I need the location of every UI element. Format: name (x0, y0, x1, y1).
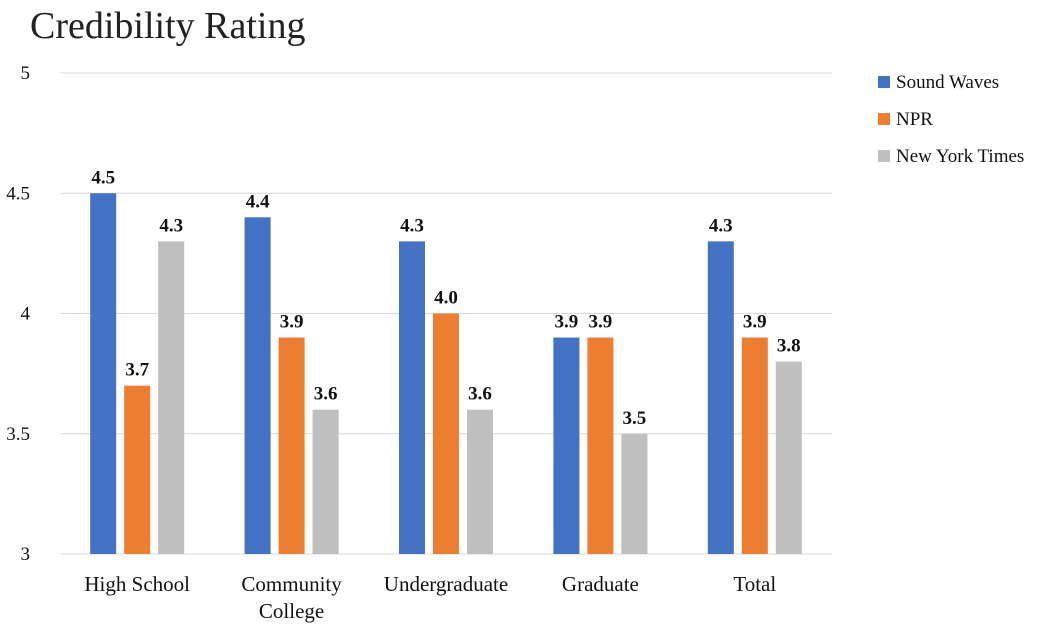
data-label: 4.3 (400, 215, 424, 236)
bar (158, 241, 185, 554)
y-tick-label: 3.5 (6, 424, 30, 445)
x-category-label: Community (241, 572, 342, 596)
y-tick-label: 4 (21, 304, 31, 325)
data-label: 3.9 (280, 312, 304, 333)
bar (707, 241, 734, 554)
data-label: 4.4 (246, 191, 270, 212)
bar (553, 337, 580, 554)
y-tick-label: 4.5 (6, 183, 30, 204)
y-tick-label: 5 (21, 63, 31, 84)
legend-swatch (878, 150, 890, 162)
data-label: 3.5 (623, 408, 647, 429)
data-label: 3.7 (125, 360, 149, 381)
data-label: 3.9 (743, 312, 767, 333)
bar (587, 337, 614, 554)
chart-title: Credibility Rating (30, 5, 306, 47)
bar (741, 337, 768, 554)
x-category-label: Graduate (562, 572, 639, 596)
bar (244, 217, 271, 555)
legend-swatch (878, 113, 890, 125)
bar (621, 433, 648, 554)
data-label: 3.6 (468, 384, 492, 405)
legend-entry: New York Times (896, 146, 1024, 167)
bar (312, 409, 339, 554)
legend-entry: Sound Waves (896, 72, 999, 93)
data-label: 4.0 (434, 288, 458, 309)
bar (124, 385, 151, 554)
bar (399, 241, 425, 554)
x-category-label: College (259, 599, 324, 623)
data-label: 4.3 (159, 215, 183, 236)
x-category-label: Total (733, 572, 776, 596)
x-category-label: High School (84, 572, 190, 596)
x-category-label: Undergraduate (384, 572, 508, 596)
y-tick-label: 3 (21, 544, 31, 565)
bar (467, 409, 493, 554)
data-label: 4.3 (709, 215, 733, 236)
data-label: 3.8 (777, 336, 801, 357)
bar (433, 313, 459, 554)
data-label: 3.6 (314, 384, 338, 405)
bar (775, 361, 802, 554)
bar (90, 193, 117, 554)
data-label: 4.5 (91, 167, 115, 188)
data-label: 3.9 (589, 312, 613, 333)
legend-entry: NPR (896, 109, 933, 130)
bar (278, 337, 305, 554)
data-label: 3.9 (555, 312, 579, 333)
legend-swatch (878, 76, 890, 88)
